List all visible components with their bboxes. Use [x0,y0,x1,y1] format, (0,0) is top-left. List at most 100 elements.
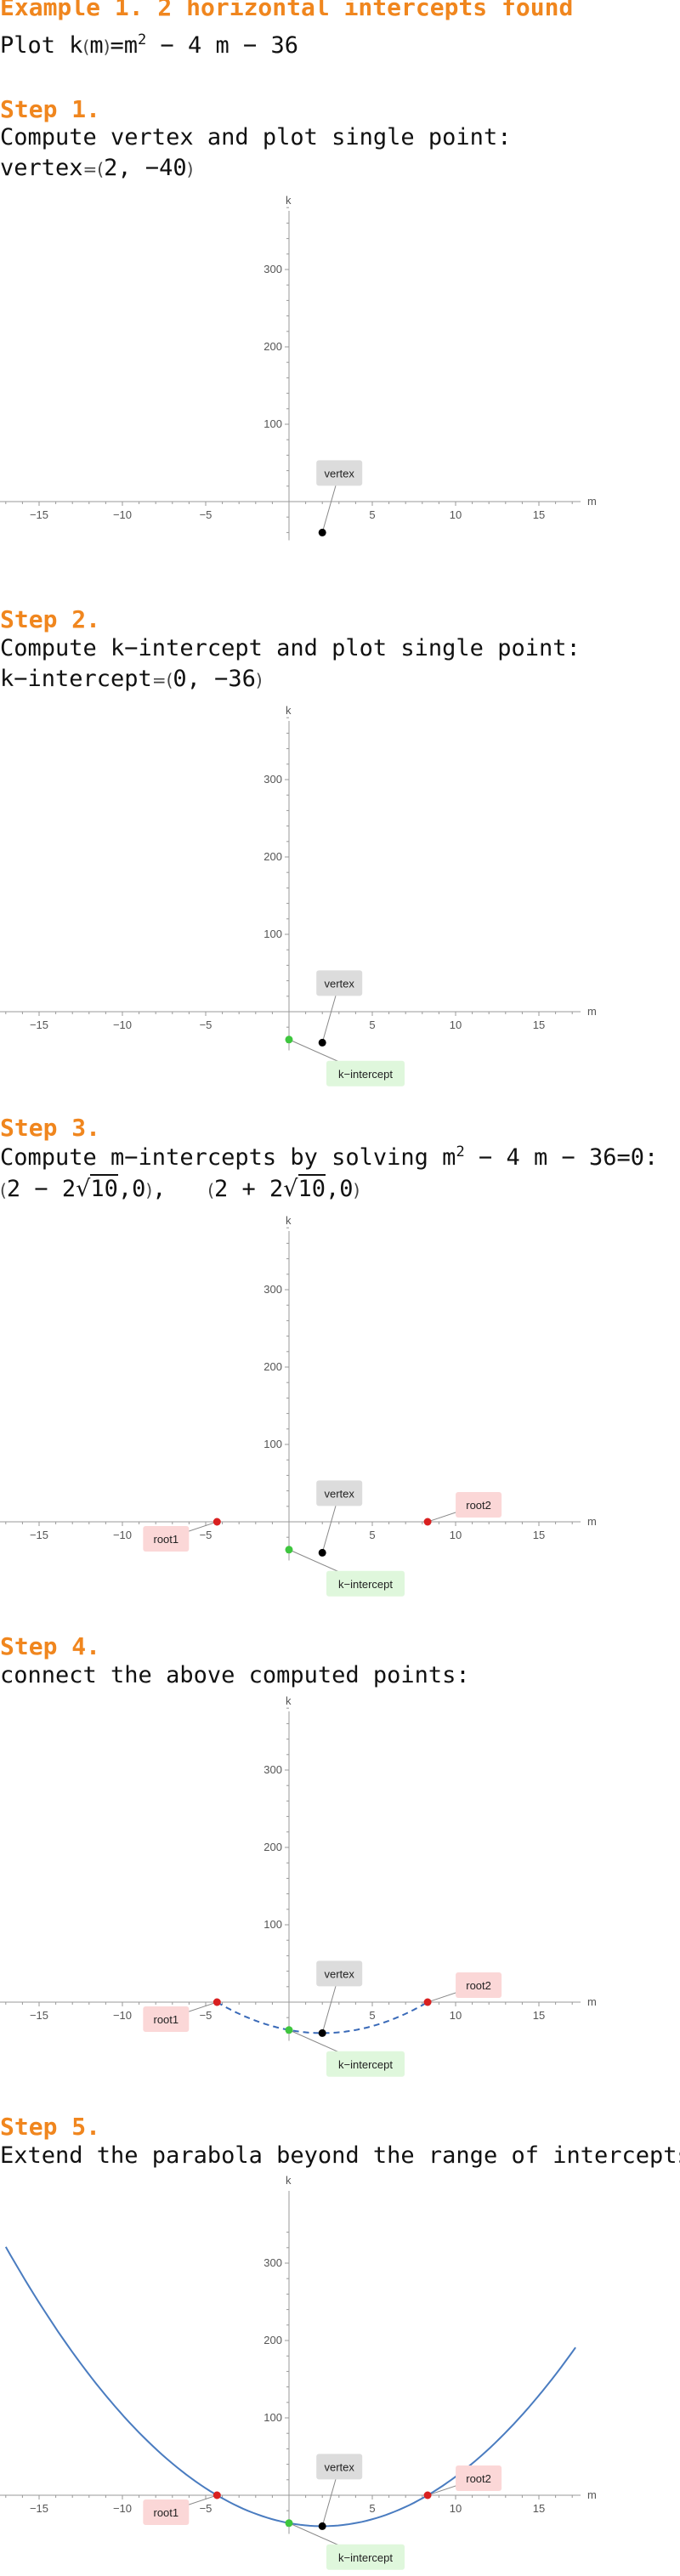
k-intercept-point [285,1546,293,1554]
step2-text: Compute k−intercept and plot single poin… [0,635,581,661]
x-tick-label: −15 [30,2502,48,2515]
y-tick-label: 200 [264,1841,282,1853]
k-intercept-point [285,2519,293,2528]
x-tick-label: −10 [113,508,132,521]
step1-text: Compute vertex and plot single point: [0,124,512,150]
plot-statement: Plot k(m)=m2 − 4 m − 36 [0,31,299,59]
x-tick-label: −10 [113,1529,132,1541]
plot-rest: − 4 m − 36 [146,32,299,59]
step4-heading: Step 4. [0,1632,101,1660]
y-tick-label: 300 [264,1763,282,1776]
vertex-point [318,2522,326,2530]
step2-value-label: k−intercept [0,666,152,692]
root1-tail: ,0 [117,1176,146,1202]
y-axis-label: k [286,704,292,717]
x-tick-label: 5 [369,1018,375,1031]
parabola-curve [216,2001,428,2034]
vertex-label-box [316,2454,363,2480]
x-axis-label: m [587,2488,597,2501]
step4-chart: m k −15 −10 −5 5 10 15 100 200 300 vertex k−intercep… [0,1694,597,2077]
x-tick-label: −10 [113,2009,132,2022]
step3-text-post: − 4 m − 36=0: [464,1144,659,1171]
x-axis-label: m [587,495,597,508]
root2-label: root2 [466,1979,491,1992]
x-tick-label: 15 [533,2009,545,2022]
y-axis-label: k [286,1214,292,1227]
x-tick-label: 10 [450,1529,462,1541]
x-axis-label: m [587,1515,597,1528]
y-tick-label: 200 [264,850,282,863]
step2-value: k−intercept=(0, −36) [0,666,263,692]
x-tick-label: 10 [450,1018,462,1031]
plot-prefix: Plot k [0,32,83,59]
y-tick-label: 300 [264,1283,282,1296]
step5-text: Extend the parabola beyond the range of … [0,2142,680,2169]
x-tick-label: −5 [200,2502,212,2515]
k-intercept-point [285,1036,293,1044]
root1-label-box [143,1526,190,1552]
x-tick-label: −5 [200,2009,212,2022]
root2-label: root2 [466,2472,491,2485]
k-intercept-label: k−intercept [338,2058,393,2071]
x-tick-label: −10 [113,1018,132,1031]
plot-equals: =m [110,32,138,59]
x-tick-label: 5 [369,1529,375,1541]
y-tick-label: 100 [264,2411,282,2424]
x-tick-label: 15 [533,508,545,521]
x-tick-label: 15 [533,2502,545,2515]
x-tick-label: 10 [450,2009,462,2022]
plot-exponent: 2 [137,31,147,48]
x-tick-label: −10 [113,2502,132,2515]
root1-expr: 2 − 2 [6,1176,76,1202]
vertex-label-box [316,460,363,486]
y-tick-label: 100 [264,417,282,430]
step3-roots: (2 − 2√10,0), (2 + 2√10,0) [0,1174,360,1202]
x-axis-label: m [587,1005,597,1018]
root2-radicand: 10 [298,1174,326,1202]
y-tick-label: 100 [264,1918,282,1931]
step3-text-pre: Compute m−intercepts by solving m [0,1144,456,1171]
vertex-label-box [316,1480,363,1506]
vertex-point [318,1038,326,1047]
step3-text: Compute m−intercepts by solving m2 − 4 m… [0,1143,658,1171]
step2-chart: m k −15 −10 −5 5 10 15 100 200 300 vertex k−intercep… [0,704,597,1087]
vertex-label-box [316,970,363,996]
step2-heading: Step 2. [0,605,101,633]
root1-label: root1 [154,2506,179,2519]
step2-value-text: 0, −36 [173,666,256,692]
y-tick-label: 200 [264,1360,282,1373]
root1-radicand: 10 [90,1174,118,1202]
step1-value-label: vertex [0,155,83,181]
x-tick-label: −15 [30,508,48,521]
root1-point [212,2491,221,2499]
x-tick-label: −5 [200,1018,212,1031]
root2-point [423,2491,432,2499]
step1-value-text: 2, −40 [104,155,187,181]
vertex-point [318,528,326,536]
root2-label-box [456,1972,502,1998]
vertex-label: vertex [324,977,354,990]
vertex-point [318,1548,326,1557]
x-tick-label: 5 [369,2009,375,2022]
x-tick-label: 10 [450,508,462,521]
y-tick-label: 100 [264,928,282,940]
x-tick-label: −15 [30,1529,48,1541]
k-intercept-label: k−intercept [338,2551,393,2564]
root1-label-box [143,2499,190,2525]
vertex-label-box [316,1960,363,1987]
vertex-label: vertex [324,467,354,479]
vertex-label: vertex [324,1487,354,1500]
y-tick-label: 300 [264,773,282,786]
y-tick-label: 200 [264,340,282,353]
root1-label: root1 [154,2013,179,2026]
plot-variable: m [89,32,104,59]
y-tick-label: 300 [264,2256,282,2269]
root2-label: root2 [466,1499,491,1512]
k-intercept-point [285,2026,293,2034]
k-intercept-label-box [326,1570,405,1597]
vertex-label: vertex [324,2460,354,2473]
x-tick-label: −15 [30,1018,48,1031]
root1-point [212,1998,221,2006]
x-tick-label: −15 [30,2009,48,2022]
x-axis-label: m [587,1995,597,2008]
